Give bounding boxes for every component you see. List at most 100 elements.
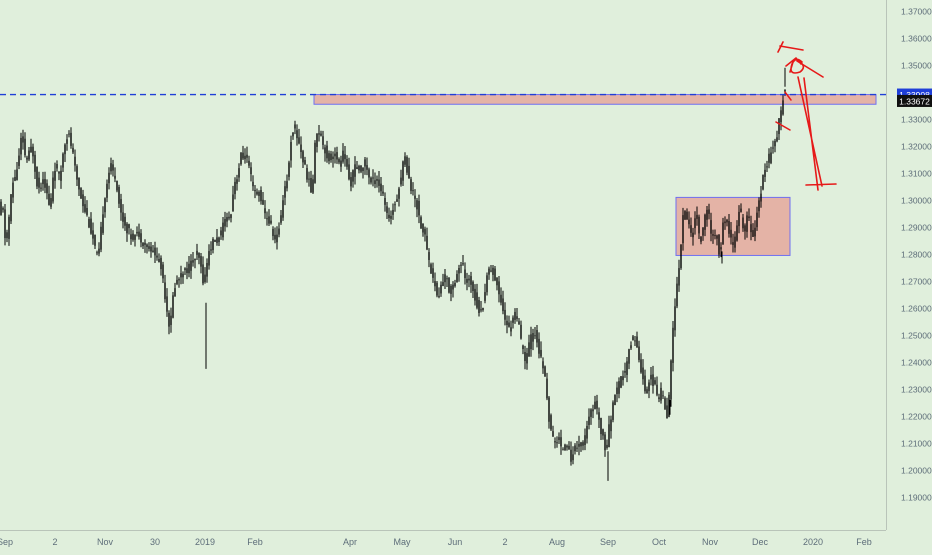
candle-body: [512, 317, 514, 323]
candle-body: [344, 154, 346, 160]
candle-body: [328, 153, 330, 162]
candle-body: [770, 152, 772, 163]
candle-body: [416, 200, 418, 210]
candle-body: [292, 132, 294, 137]
candle-body: [264, 208, 266, 214]
candle-body: [442, 282, 444, 287]
candle-body: [420, 217, 422, 229]
x-tick-label: 2019: [195, 537, 215, 547]
candle-body: [196, 250, 198, 255]
resistance-zone[interactable]: [313, 94, 877, 105]
annotation-drawings: [775, 41, 837, 191]
candle-body: [710, 220, 712, 234]
candle-body: [756, 212, 758, 228]
candle-body: [322, 136, 324, 145]
y-tick-label: 1.35000: [901, 61, 932, 71]
y-tick-label: 1.27000: [901, 277, 932, 287]
candle-body: [190, 260, 192, 271]
y-tick-label: 1.19000: [901, 493, 932, 503]
candle-body: [318, 133, 320, 135]
candle-body: [596, 400, 598, 409]
candle-body: [304, 160, 306, 165]
candle-body: [484, 292, 486, 301]
candles-layer: [0, 67, 786, 481]
candle-body: [590, 409, 592, 417]
y-axis[interactable]: 1.370001.360001.350001.340001.330001.320…: [901, 7, 932, 503]
candle-body: [170, 315, 172, 325]
candle-body: [624, 370, 626, 373]
candle-body: [430, 264, 432, 274]
candle-body: [550, 415, 552, 430]
candle-body: [350, 177, 352, 187]
candle-body: [348, 164, 350, 180]
y-tick-label: 1.21000: [901, 439, 932, 449]
candle-body: [346, 159, 348, 167]
candle-body: [80, 188, 82, 199]
candle-body: [622, 376, 624, 381]
candle-body: [686, 211, 688, 220]
candle-body: [168, 312, 170, 327]
candle-body: [672, 327, 674, 363]
candle-body: [752, 230, 754, 237]
candle-body: [200, 256, 202, 267]
x-axis[interactable]: Sep 2 Nov 30 2019 Feb Apr May Jun 2 Aug Sep Oct Nov De…: [0, 537, 872, 547]
candle-body: [724, 221, 726, 224]
candle-body: [666, 405, 668, 419]
candle-body: [448, 278, 450, 293]
candle-body: [128, 224, 130, 229]
candle-body: [496, 277, 498, 286]
candle-body: [482, 307, 484, 311]
candle-body: [14, 177, 16, 181]
candle-body: [372, 177, 374, 179]
y-tick-label: 1.37000: [901, 7, 932, 17]
candle-body: [320, 133, 322, 136]
candle-body: [180, 273, 182, 278]
candle-body: [486, 275, 488, 293]
candle-body: [644, 375, 646, 392]
x-tick-label: Feb: [247, 537, 263, 547]
candle-body: [580, 442, 582, 447]
candle-body: [100, 226, 102, 250]
candle-body: [576, 447, 578, 449]
candle-body: [108, 172, 110, 184]
candle-body: [694, 218, 696, 229]
candle-body: [730, 229, 732, 238]
candle-body: [232, 194, 234, 212]
candle-body: [480, 309, 482, 311]
candle-body: [748, 216, 750, 219]
y-tick-label: 1.22000: [901, 412, 932, 422]
candle-body: [772, 147, 774, 149]
candle-body: [368, 169, 370, 178]
candle-body: [246, 154, 248, 158]
candle-body: [582, 442, 584, 446]
candle-body: [604, 434, 606, 451]
candle-body: [638, 346, 640, 360]
x-tick-label: Aug: [549, 537, 565, 547]
candle-body: [326, 145, 328, 159]
candle-body: [534, 335, 536, 337]
candle-body: [0, 201, 2, 215]
candle-body: [518, 321, 520, 325]
y-tick-label: 1.25000: [901, 331, 932, 341]
candle-body: [352, 170, 354, 182]
candle-body: [124, 216, 126, 226]
candle-body: [406, 157, 408, 173]
candle-body: [642, 367, 644, 380]
candle-body: [332, 156, 334, 160]
candle-body: [446, 278, 448, 280]
candle-body: [514, 311, 516, 320]
candle-body: [646, 389, 648, 394]
candle-body: [704, 214, 706, 230]
candle-body: [720, 247, 722, 250]
candle-body: [734, 236, 736, 248]
candle-body: [636, 336, 638, 348]
x-tick-label: Apr: [343, 537, 357, 547]
candle-body: [222, 222, 224, 238]
candle-body: [552, 431, 554, 437]
candle-body: [626, 361, 628, 375]
candle-body: [224, 218, 226, 227]
candle-body: [68, 133, 70, 135]
candle-body: [208, 251, 210, 266]
